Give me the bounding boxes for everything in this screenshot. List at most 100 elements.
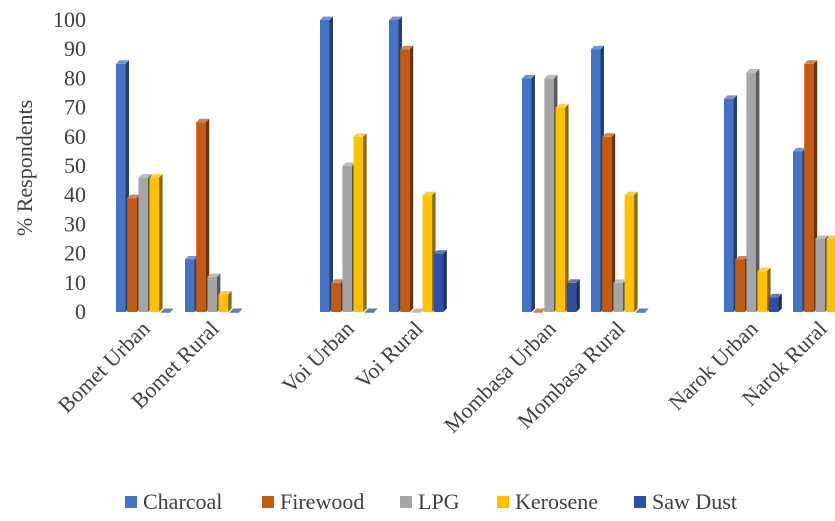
bar-top bbox=[815, 235, 829, 239]
y-tick-label: 70 bbox=[64, 95, 86, 120]
bar-front bbox=[127, 198, 137, 312]
bar-top bbox=[364, 308, 378, 312]
bar-front bbox=[815, 239, 825, 312]
bar-side bbox=[778, 293, 782, 312]
y-tick-label: 10 bbox=[64, 270, 86, 295]
bar-top bbox=[127, 194, 141, 199]
bar-front bbox=[149, 177, 160, 312]
bar-narok-rural-lpg bbox=[815, 235, 829, 312]
bar-front bbox=[591, 49, 601, 312]
bar-top bbox=[320, 16, 333, 20]
bar-bomet-urban-lpg bbox=[138, 174, 152, 312]
bar-bomet-urban-firewood bbox=[127, 194, 141, 312]
y-tick-label: 100 bbox=[53, 7, 86, 32]
bar-side bbox=[228, 290, 232, 312]
bar-top bbox=[185, 255, 198, 260]
bar-narok-urban-lpg bbox=[746, 69, 760, 312]
bar-front bbox=[624, 195, 635, 312]
bar-bomet-urban-kerosene bbox=[149, 174, 163, 312]
bar-top bbox=[160, 308, 174, 312]
bar-top bbox=[422, 191, 436, 196]
y-tick-label: 20 bbox=[64, 241, 86, 266]
legend-swatch-saw-dust bbox=[634, 496, 646, 508]
legend-label-firewood: Firewood bbox=[280, 489, 364, 514]
bar-front bbox=[116, 63, 126, 312]
bar-top bbox=[229, 308, 243, 312]
bar-top bbox=[533, 308, 547, 312]
bar-bomet-rural-firewood bbox=[196, 118, 210, 312]
y-tick-label: 30 bbox=[64, 211, 86, 236]
bar-mombasa-urban-kerosene bbox=[555, 104, 569, 312]
y-axis-label: % Respondents bbox=[12, 100, 37, 236]
bar-top bbox=[746, 69, 760, 73]
bar-front bbox=[353, 136, 364, 312]
bar-front bbox=[185, 259, 195, 312]
bar-front bbox=[229, 312, 240, 313]
bar-front bbox=[826, 239, 835, 312]
bar-top bbox=[635, 308, 649, 312]
bar-top bbox=[768, 293, 782, 298]
bar-top bbox=[735, 255, 749, 260]
bar-bomet-rural-saw-dust bbox=[229, 308, 243, 313]
bar-narok-urban-kerosene bbox=[757, 267, 771, 312]
y-tick-label: 40 bbox=[64, 182, 86, 207]
bar-bomet-rural-lpg bbox=[207, 273, 221, 312]
bar-front bbox=[320, 20, 330, 312]
bar-top bbox=[353, 133, 367, 137]
bar-voi-urban-firewood bbox=[331, 279, 345, 312]
bar-top bbox=[389, 16, 402, 20]
bars bbox=[116, 16, 835, 313]
bar-side bbox=[733, 95, 737, 312]
bar-front bbox=[555, 107, 566, 312]
bar-top bbox=[544, 74, 558, 79]
bar-front bbox=[757, 271, 768, 312]
bar-mombasa-urban-lpg bbox=[544, 74, 558, 313]
bar-narok-rural-charcoal bbox=[793, 147, 806, 312]
bar-front bbox=[533, 312, 543, 313]
bar-side bbox=[576, 279, 580, 312]
bar-top bbox=[804, 60, 818, 64]
bar-voi-rural-charcoal bbox=[389, 16, 402, 312]
bar-front bbox=[196, 122, 206, 312]
bar-side bbox=[205, 118, 210, 312]
bar-mombasa-rural-kerosene bbox=[624, 191, 638, 312]
bar-top bbox=[826, 235, 835, 239]
bar-top bbox=[411, 308, 425, 312]
legend: Charcoal Firewood LPG Kerosene Saw Dust bbox=[125, 489, 737, 514]
bar-voi-rural-kerosene bbox=[422, 191, 436, 312]
bar-front bbox=[342, 166, 352, 312]
legend-swatch-firewood bbox=[262, 496, 274, 508]
bar-front bbox=[735, 259, 745, 312]
bar-voi-rural-lpg bbox=[411, 308, 425, 313]
bar-side bbox=[531, 74, 535, 313]
bar-front bbox=[207, 276, 217, 312]
bar-side bbox=[409, 45, 414, 312]
bar-top bbox=[433, 250, 447, 254]
bar-narok-urban-saw-dust bbox=[768, 293, 782, 312]
x-tick-label: Voi Rural bbox=[350, 316, 427, 393]
bar-top bbox=[138, 174, 152, 178]
bar-side bbox=[611, 133, 616, 312]
bar-mombasa-rural-firewood bbox=[602, 133, 616, 312]
legend-label-kerosene: Kerosene bbox=[515, 489, 598, 514]
bar-front bbox=[804, 63, 814, 312]
bar-front bbox=[522, 78, 532, 313]
bar-narok-urban-charcoal bbox=[724, 95, 737, 312]
bar-voi-urban-charcoal bbox=[320, 16, 333, 312]
y-axis-ticks: 0 10 20 30 40 50 60 70 80 90 100 bbox=[53, 7, 86, 324]
bar-side bbox=[443, 250, 447, 312]
bar-front bbox=[389, 20, 399, 312]
bar-top bbox=[555, 104, 569, 108]
bar-top bbox=[116, 60, 129, 64]
bar-voi-urban-kerosene bbox=[353, 133, 367, 312]
bar-top bbox=[757, 267, 771, 272]
bar-top bbox=[331, 279, 345, 283]
bar-side bbox=[159, 174, 163, 312]
bar-top bbox=[218, 290, 232, 295]
bar-front bbox=[364, 312, 375, 313]
bar-narok-urban-firewood bbox=[735, 255, 749, 312]
bar-front bbox=[746, 72, 756, 312]
y-tick-label: 50 bbox=[64, 153, 86, 178]
bar-voi-urban-saw-dust bbox=[364, 308, 378, 313]
